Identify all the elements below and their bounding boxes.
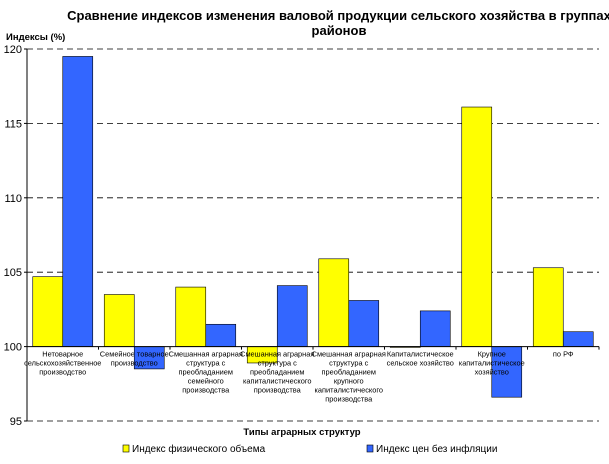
legend-item: Индекс физического объема [122,443,266,455]
category-label-line: преобладанием [250,368,304,377]
category-label-line: производство [111,359,158,368]
bars [32,56,594,398]
chart-title-line: районов [312,23,367,38]
legend-swatch [366,444,374,453]
category-label-line: преобладанием [322,368,376,377]
bar-price-index [276,285,308,347]
bar-physical-volume [318,258,350,347]
category-label-line: хозяйство [475,368,509,377]
category-label-line: сельскохозяйственное [24,359,101,368]
bar-price-index [419,310,451,347]
category-labels: Нетоварноесельскохозяйственноепроизводст… [24,350,574,404]
category-label-line: Нетоварное [42,350,83,359]
category-label-line: капиталистическое [459,359,525,368]
category-label: по РФ [553,350,574,359]
y-tick-label: 110 [4,193,22,205]
legend-label: Индекс цен без инфляции [376,443,497,455]
axes [24,48,600,422]
category-label-line: преобладанием [179,368,233,377]
bar-physical-volume [32,276,64,347]
category-label-line: производства [254,386,302,395]
legend: Индекс физического объема Индекс цен без … [122,443,497,455]
legend-label: Индекс физического объема [132,443,266,455]
category-label-line: структура с [186,359,225,368]
legend-swatch [122,444,130,453]
category-label-line: Капиталистическое [387,350,454,359]
category-label-line: семейного [188,377,224,386]
category-label-line: капиталистического [315,386,383,395]
category-label: Нетоварноесельскохозяйственноепроизводст… [24,350,101,377]
y-tick-label: 105 [4,267,22,279]
y-tick-label: 100 [4,342,22,354]
category-label-line: Смешанная аграрная [169,350,243,359]
x-axis-label: Типы аграрных структур [243,427,360,438]
category-label-line: производства [182,386,230,395]
chart-title-line: Сравнение индексов изменения валовой про… [67,8,609,23]
bar-physical-volume [103,294,135,347]
category-label-line: производства [325,395,373,404]
bar-price-index [348,300,380,347]
category-label-line: по РФ [553,350,574,359]
bar-price-index [205,323,237,347]
category-label-line: крупного [334,377,364,386]
category-label-line: Крупное [478,350,506,359]
gridlines [27,48,599,422]
category-label-line: Смешанная аграрная [240,350,314,359]
category-label-line: Семейное товарное [100,350,169,359]
bar-price-index [62,56,94,347]
category-label-line: структура с [329,359,368,368]
category-label-line: Смешанная аграрная [312,350,386,359]
bar-physical-volume [175,286,207,347]
y-tick-labels: 95 100 105 110 115 120 [4,44,22,428]
bar-price-index [491,346,523,398]
chart-title: Сравнение индексов изменения валовой про… [67,8,609,38]
category-label-line: капиталистического [243,377,311,386]
legend-item: Индекс цен без инфляции [366,443,497,455]
bar-price-index [562,331,594,347]
y-tick-label: 95 [10,416,22,428]
y-tick-label: 115 [4,118,22,130]
category-label-line: сельское хозяйство [387,359,454,368]
y-tick-label: 120 [4,44,22,56]
category-label-line: производство [39,368,86,377]
y-axis-label: Индексы (%) [6,32,65,43]
bar-physical-volume [461,106,493,347]
bar-physical-volume [532,267,564,347]
category-label-line: структура с [258,359,297,368]
